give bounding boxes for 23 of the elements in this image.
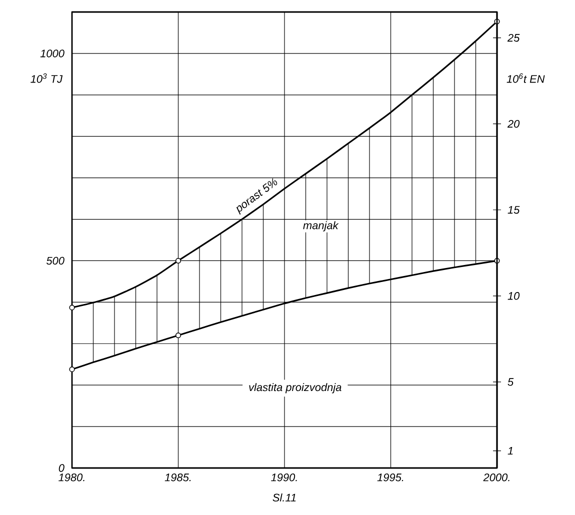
- y-tick-label: 500: [46, 256, 64, 265]
- x-tick-label: 2000.: [483, 474, 510, 482]
- y2-tick-label: 5: [508, 378, 514, 386]
- y-tick-label: 0: [58, 464, 64, 472]
- y2-tick-label: 1: [508, 447, 513, 455]
- y2-tick-label: 15: [508, 206, 520, 214]
- y2-tick-label: 25: [507, 34, 520, 42]
- y2-tick-label: 10: [508, 292, 520, 300]
- text: Sl.11: [272, 493, 296, 502]
- annotation: vlastita proizvodnja: [249, 383, 342, 394]
- point: [175, 258, 182, 264]
- x-tick-label: 1995.: [377, 474, 404, 482]
- x-tick-label: 1980.: [58, 474, 84, 482]
- y-axis-title: 10$^{3}$ TJ: [30, 73, 63, 83]
- point: [69, 304, 75, 310]
- annotation: manjak: [303, 221, 339, 232]
- y-tick-label: 1000: [40, 50, 64, 58]
- x-tick-label: 1990.: [271, 474, 297, 482]
- point: [69, 366, 75, 372]
- y2-tick-label: 20: [507, 120, 520, 128]
- x-tick-label: 1985.: [164, 474, 191, 482]
- point: [175, 332, 182, 338]
- y2-axis-title: 10$^{6}$t EN: [506, 73, 545, 83]
